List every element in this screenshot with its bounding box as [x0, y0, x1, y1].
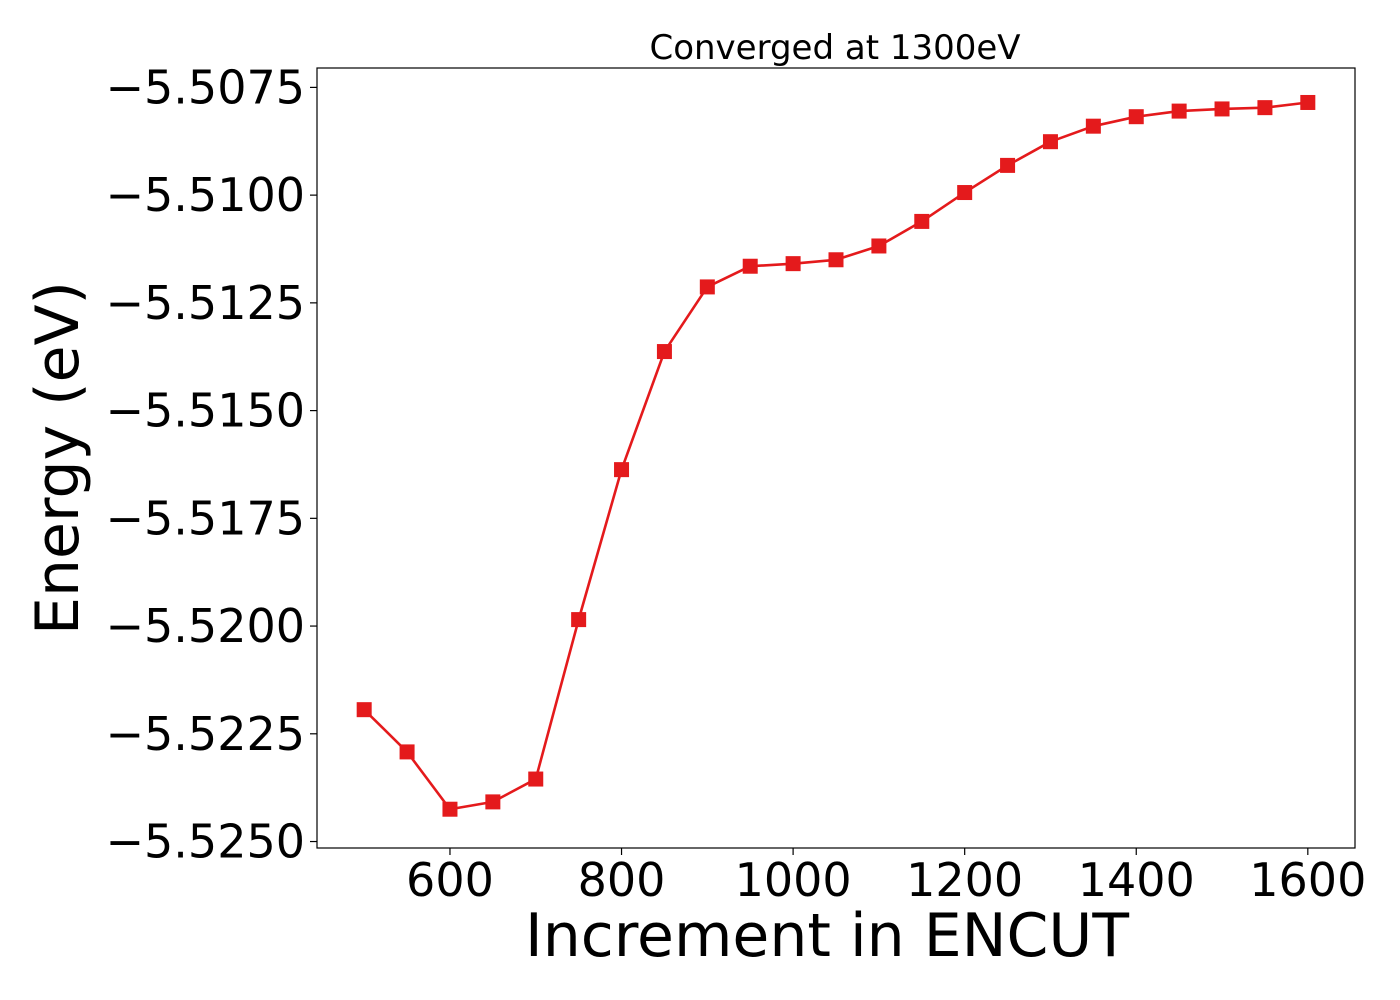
data-point — [656, 344, 672, 360]
plot-area-frame — [316, 67, 1356, 849]
data-point — [1214, 101, 1230, 117]
x-tick-label: 800 — [578, 853, 666, 907]
x-tick-label: 1000 — [735, 853, 852, 907]
x-tick-label: 1600 — [1249, 853, 1366, 907]
data-point — [442, 801, 458, 817]
data-point — [1085, 118, 1101, 134]
y-tick-label: −5.5125 — [106, 276, 306, 330]
y-tick-label: −5.5175 — [106, 491, 306, 545]
data-point — [1257, 100, 1273, 116]
data-point — [1300, 94, 1316, 110]
y-tick-label: −5.5200 — [106, 599, 306, 653]
y-axis: −5.5250 −5.5225 −5.5200 −5.5175 −5.5150 −5.51… — [106, 60, 317, 869]
series-group — [356, 94, 1316, 817]
data-point — [914, 213, 930, 229]
data-point — [699, 279, 715, 295]
x-tick-label: 1200 — [906, 853, 1023, 907]
data-point — [485, 794, 501, 810]
data-point — [1128, 109, 1144, 125]
data-point — [571, 612, 587, 628]
y-tick-label: −5.5225 — [106, 707, 306, 761]
y-tick-label: −5.5250 — [106, 815, 306, 869]
data-point — [399, 744, 415, 760]
data-point — [1171, 103, 1187, 119]
x-axis: 600 800 1000 1200 1400 1600 — [406, 848, 1366, 907]
y-tick-label: −5.5075 — [106, 60, 306, 114]
data-point — [828, 252, 844, 268]
series-line — [363, 101, 1308, 811]
data-point — [1042, 134, 1058, 150]
chart-title: Converged at 1300eV — [649, 28, 1020, 68]
data-point — [528, 771, 544, 787]
y-axis-label: Energy (eV) — [23, 281, 93, 635]
data-point — [957, 185, 973, 201]
data-point — [871, 238, 887, 254]
y-tick-label: −5.5100 — [106, 168, 306, 222]
x-tick-label: 1400 — [1078, 853, 1195, 907]
data-point — [742, 258, 758, 274]
y-tick-label: −5.5150 — [106, 384, 306, 438]
data-point — [614, 462, 630, 478]
x-tick-label: 600 — [406, 853, 494, 907]
data-point — [785, 256, 801, 272]
x-axis-label: Increment in ENCUT — [525, 901, 1129, 971]
data-point — [356, 702, 372, 718]
data-point — [1000, 157, 1016, 173]
